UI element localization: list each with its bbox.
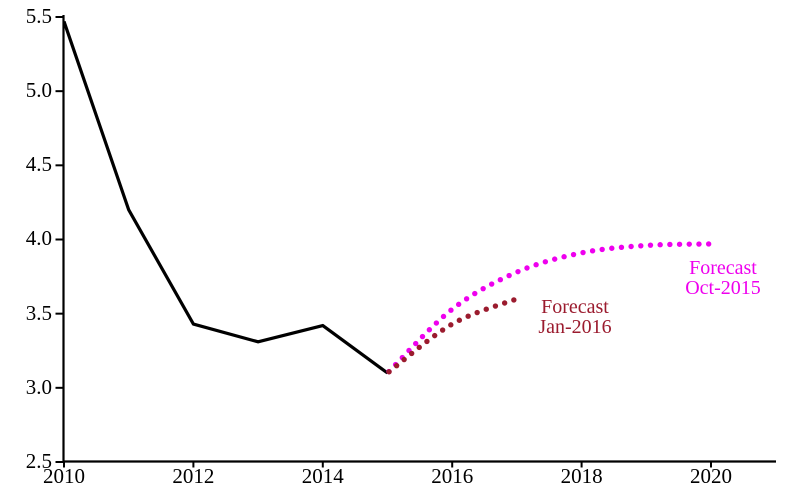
forecast-dot bbox=[455, 301, 462, 308]
annotation-forecast-oct-2015: Forecast Oct-2015 bbox=[668, 258, 778, 298]
forecast-dot bbox=[533, 262, 539, 268]
forecast-dot bbox=[618, 244, 625, 251]
forecast-dot bbox=[419, 333, 426, 340]
x-tick-label: 2014 bbox=[301, 464, 344, 488]
forecast-dot bbox=[480, 285, 486, 292]
forecast-dot bbox=[386, 369, 392, 375]
forecast-dot bbox=[686, 241, 692, 247]
x-tick-label: 2016 bbox=[431, 464, 474, 488]
forecast-dot bbox=[561, 254, 567, 260]
series-forecast-oct-2015 bbox=[386, 241, 712, 375]
forecast-dot bbox=[472, 290, 478, 297]
forecast-dot bbox=[474, 309, 480, 316]
x-tick-label: 2012 bbox=[172, 464, 215, 488]
y-tick-label: 3.0 bbox=[25, 374, 52, 399]
forecast-dot bbox=[497, 277, 504, 283]
y-tick-label: 5.0 bbox=[25, 78, 52, 103]
forecast-dot bbox=[511, 297, 517, 303]
forecast-dot bbox=[416, 344, 422, 351]
forecast-dot bbox=[488, 281, 495, 287]
forecast-dot bbox=[408, 350, 415, 357]
series-actual bbox=[62, 20, 389, 375]
forecast-dot bbox=[667, 241, 673, 248]
line-actual bbox=[62, 20, 389, 375]
forecast-dot bbox=[393, 362, 400, 369]
forecast-dot bbox=[580, 249, 586, 256]
annotation-line: Forecast bbox=[541, 296, 609, 318]
forecast-dot bbox=[589, 248, 596, 254]
forecast-dot bbox=[506, 272, 512, 279]
forecast-dot bbox=[551, 256, 558, 262]
forecast-dot bbox=[542, 259, 549, 265]
forecast-dot bbox=[439, 327, 446, 333]
forecast-dot bbox=[465, 313, 471, 319]
forecast-dot bbox=[483, 306, 489, 312]
y-tick-label: 4.5 bbox=[25, 152, 52, 177]
forecast-dot bbox=[426, 327, 433, 333]
annotation-line: Forecast bbox=[689, 257, 757, 279]
forecast-dot bbox=[609, 245, 615, 251]
forecast-dot bbox=[456, 317, 463, 323]
forecast-dot bbox=[424, 338, 430, 345]
series-forecast-jan-2016 bbox=[386, 297, 517, 375]
y-tick-label: 5.5 bbox=[25, 4, 52, 28]
x-tick-label: 2010 bbox=[43, 464, 85, 488]
forecast-dot bbox=[570, 251, 577, 258]
forecast-dot bbox=[463, 296, 470, 302]
forecast-dot bbox=[676, 241, 683, 247]
forecast-dot bbox=[448, 322, 454, 328]
annotation-line: Jan-2016 bbox=[538, 316, 612, 338]
forecast-dot bbox=[628, 243, 634, 250]
annotation-line: Oct-2015 bbox=[685, 277, 761, 299]
forecast-dot bbox=[433, 320, 440, 326]
forecast-dot bbox=[413, 340, 419, 347]
forecast-dot bbox=[440, 313, 447, 320]
forecast-dot bbox=[696, 241, 702, 247]
y-tick-label: 2.5 bbox=[25, 448, 52, 473]
forecast-dot bbox=[401, 356, 407, 363]
forecast-dot bbox=[638, 243, 644, 249]
y-tick-label: 3.5 bbox=[25, 300, 52, 325]
forecast-dot bbox=[492, 303, 499, 309]
forecast-dot bbox=[515, 268, 521, 275]
forecast-dot bbox=[448, 307, 454, 313]
forecast-dot bbox=[524, 265, 530, 271]
annotation-forecast-jan-2016: Forecast Jan-2016 bbox=[520, 297, 630, 337]
forecast-dot bbox=[599, 246, 605, 253]
forecast-dot bbox=[657, 242, 663, 248]
y-tick-label: 4.0 bbox=[25, 226, 52, 251]
forecast-dot bbox=[431, 332, 438, 339]
x-tick-label: 2018 bbox=[560, 464, 603, 488]
forecast-dot bbox=[501, 300, 508, 306]
forecast-dot bbox=[705, 241, 712, 247]
x-tick-label: 2020 bbox=[690, 464, 732, 488]
forecast-dot bbox=[647, 242, 654, 248]
